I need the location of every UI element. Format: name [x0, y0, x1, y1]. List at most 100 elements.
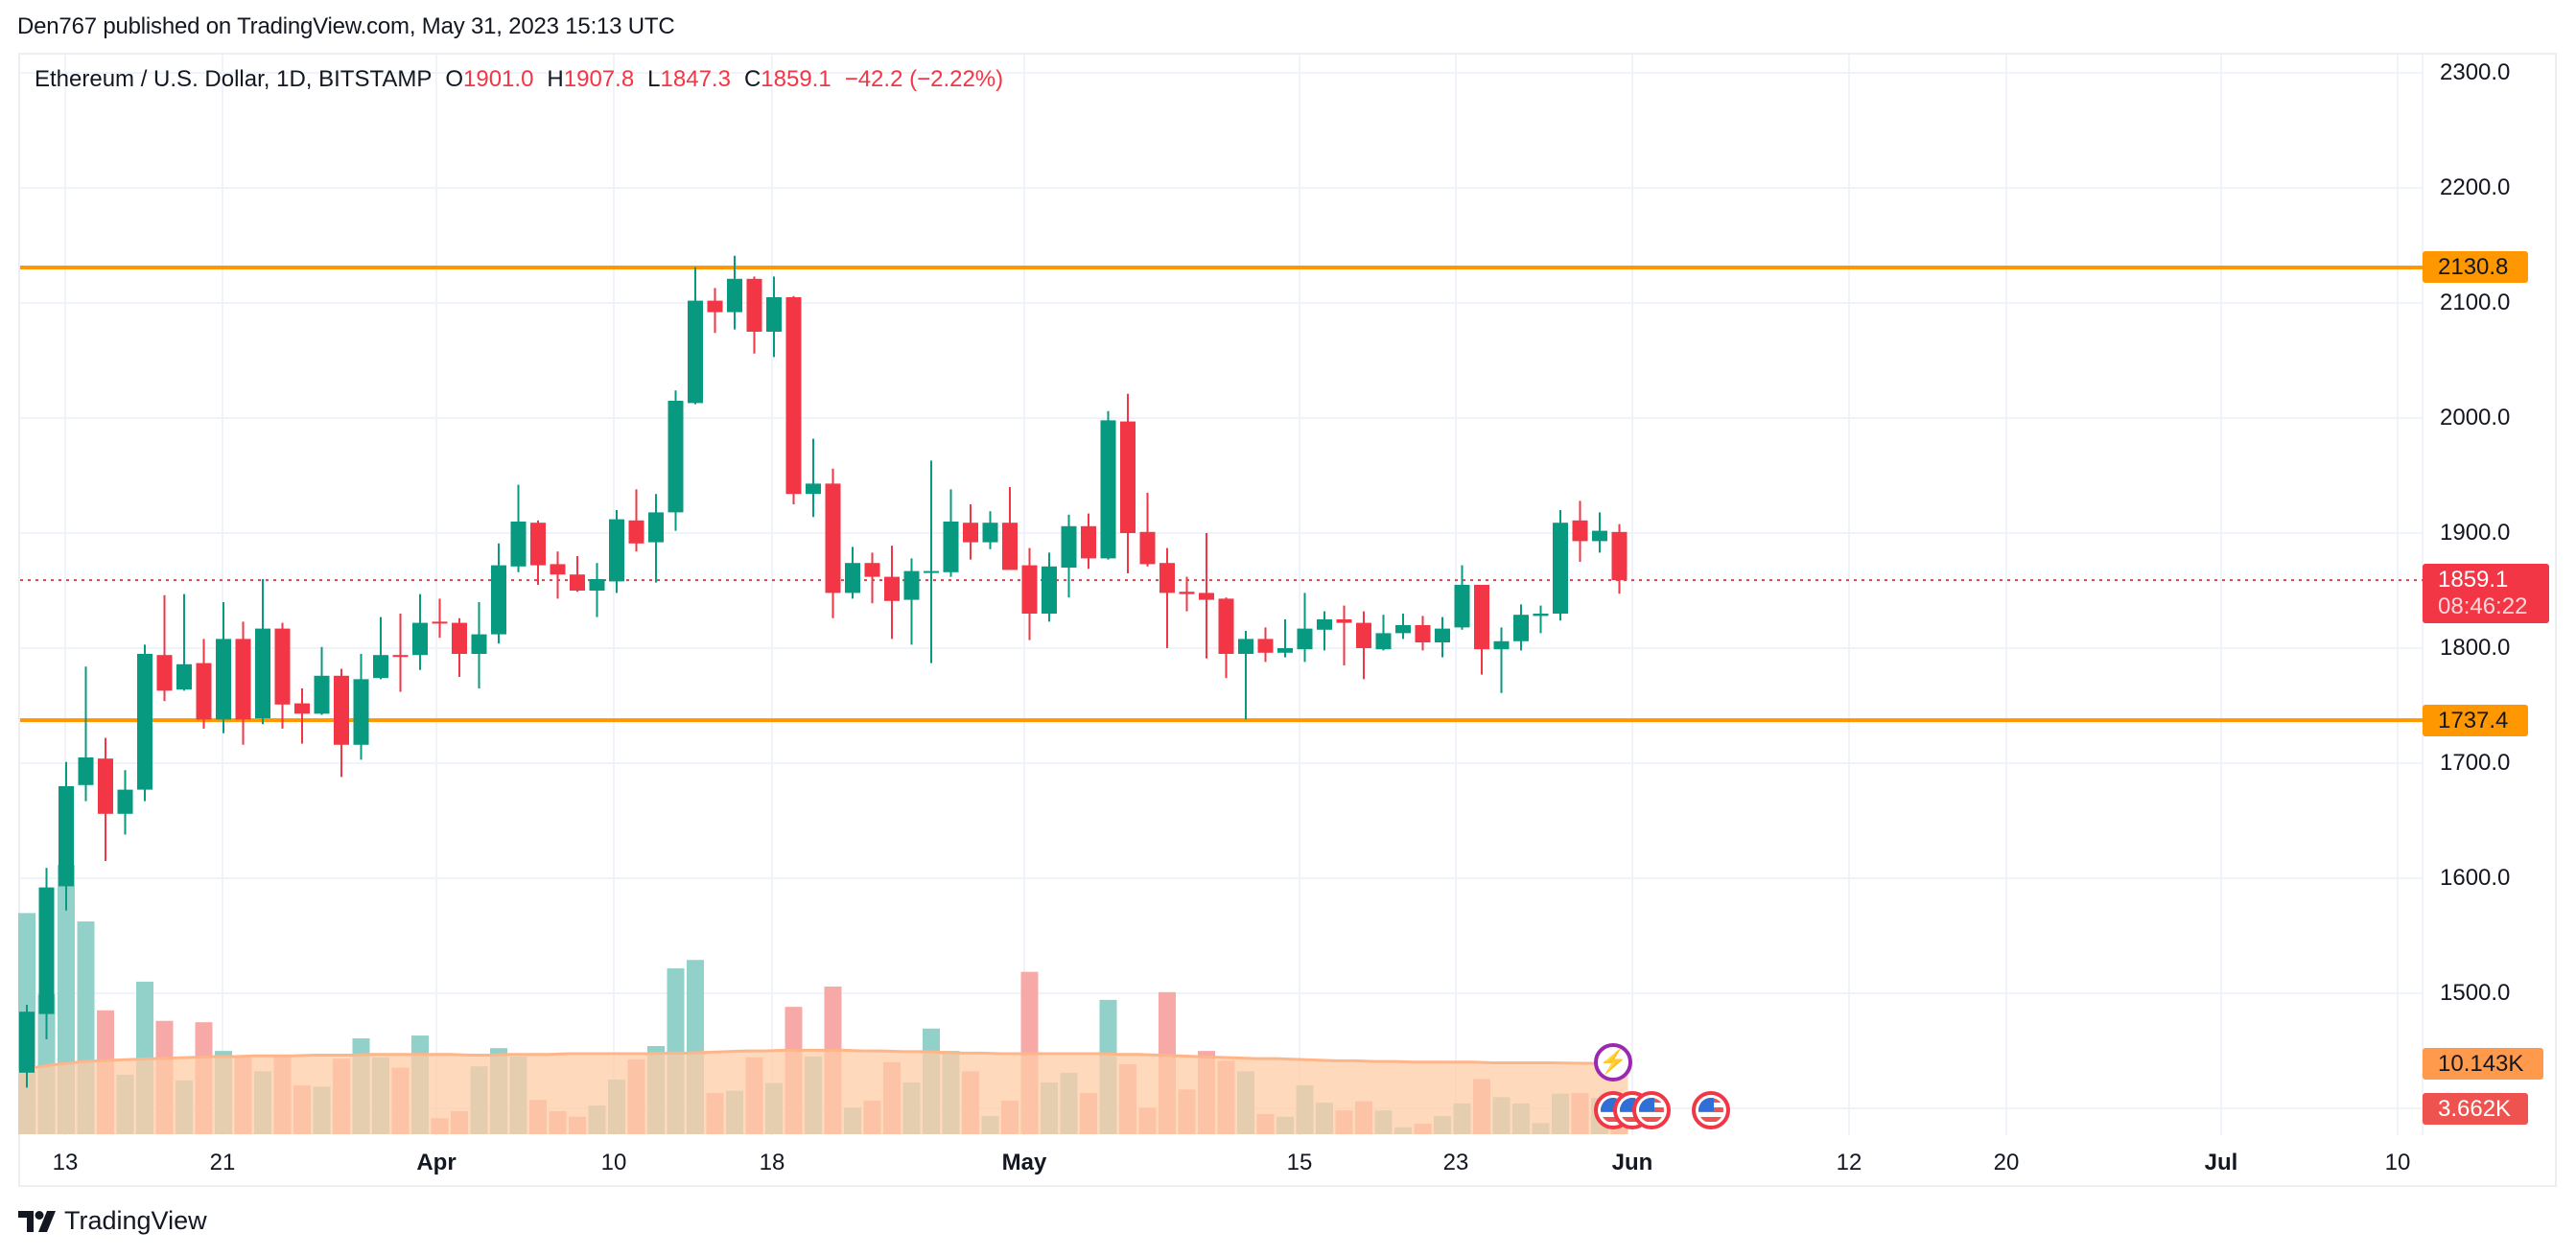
candle-body [1454, 585, 1470, 628]
candle-body [432, 621, 448, 624]
candle-body [1061, 525, 1077, 568]
lightning-icon[interactable]: ⚡ [1594, 1043, 1632, 1082]
time-axis-label: Apr [416, 1150, 457, 1175]
close-value: 1859.1 [761, 66, 831, 92]
candle-body [78, 757, 94, 785]
candle-body [491, 565, 506, 635]
candle-body [589, 579, 605, 591]
resistance-level-tag: 2130.8 [2423, 251, 2528, 283]
candle-body [38, 887, 55, 1014]
us-flag-icon[interactable] [1692, 1091, 1730, 1129]
candle-body [903, 570, 920, 600]
candle-body [1042, 566, 1057, 614]
publisher-caption: Den767 published on TradingView.com, May… [17, 13, 675, 39]
candle-body [1159, 563, 1175, 593]
time-axis-label: 20 [1993, 1150, 2020, 1175]
candle-body [1297, 628, 1313, 650]
change-value: −42.2 (−2.22%) [844, 66, 1004, 92]
candle-body [550, 564, 566, 575]
candle-body [609, 519, 624, 582]
open-value: 1901.0 [463, 66, 534, 92]
high-label: H [547, 66, 564, 92]
candle-body [334, 675, 349, 745]
volume-ma-line [17, 1048, 1611, 1072]
candle-body [864, 563, 880, 577]
price-axis-label: 1900.0 [2440, 520, 2511, 546]
candle-body [1375, 633, 1392, 650]
candle-body [1553, 523, 1568, 614]
candle-body [943, 522, 959, 572]
candle-body [667, 401, 684, 513]
candle-body [1336, 619, 1352, 623]
bar-countdown: 08:46:22 [2438, 593, 2528, 619]
candle-body [688, 300, 703, 404]
candle-body [963, 523, 978, 543]
us-flag-icon[interactable] [1632, 1091, 1671, 1129]
candle-body [19, 1012, 35, 1073]
candle-body [452, 622, 467, 654]
last-price-tag: 1859.1 08:46:22 [2423, 564, 2549, 623]
candle-body [1120, 421, 1136, 533]
low-label: L [647, 66, 661, 92]
candle-body [1081, 525, 1096, 559]
candle-body [373, 655, 388, 679]
candle-body [806, 483, 821, 495]
candle-body [1218, 598, 1234, 654]
tradingview-logo-icon [18, 1210, 56, 1232]
candle-body [59, 786, 74, 887]
candle-body [1572, 520, 1588, 542]
time-axis-label: Jul [2204, 1150, 2238, 1175]
candle-body [1513, 615, 1529, 641]
candle-body [353, 679, 369, 745]
time-axis-label: May [1001, 1150, 1047, 1175]
support-level-tag: 1737.4 [2423, 705, 2528, 736]
candle-body [884, 576, 900, 601]
candle-body [392, 655, 409, 658]
candle-body [412, 622, 428, 656]
price-axis-label: 1800.0 [2440, 635, 2511, 661]
candle-body [785, 297, 802, 495]
candle-body [1533, 614, 1549, 616]
candle-body [570, 574, 585, 591]
candle-body [766, 297, 782, 332]
price-axis-label: 2200.0 [2440, 174, 2511, 200]
open-label: O [445, 66, 464, 92]
candle-body [1356, 622, 1371, 648]
symbol-title: Ethereum / U.S. Dollar, 1D, BITSTAMP [35, 66, 433, 92]
brand-name: TradingView [64, 1206, 207, 1235]
candle-body [530, 523, 546, 566]
volume-tag: 3.662K [2423, 1093, 2528, 1125]
candle-body [1100, 420, 1116, 559]
candle-body [1493, 640, 1510, 650]
time-axis-label: 10 [2384, 1150, 2411, 1175]
candle-body [255, 628, 270, 719]
candle-body [707, 300, 723, 313]
time-axis-label: 10 [600, 1150, 627, 1175]
tradingview-footer[interactable]: TradingView [18, 1206, 207, 1236]
candle-body [510, 522, 527, 567]
candle-body [117, 789, 133, 814]
candle-body [471, 634, 487, 654]
candle-body [1415, 625, 1431, 642]
candle-body [1277, 648, 1293, 653]
candle-body [845, 563, 860, 593]
time-axis-label: 15 [1286, 1150, 1313, 1175]
candle-body [314, 675, 330, 714]
time-axis-label: 13 [52, 1150, 79, 1175]
candle-body [727, 278, 742, 313]
price-axis-label: 2300.0 [2440, 59, 2511, 85]
price-axis-label: 1500.0 [2440, 980, 2511, 1006]
price-axis-label: 2100.0 [2440, 290, 2511, 315]
candle-body [196, 663, 212, 720]
high-value: 1907.8 [563, 66, 635, 92]
candle-body [1002, 523, 1018, 570]
candle-body [1474, 585, 1489, 650]
candle-body [1435, 628, 1450, 642]
candle-body [1611, 531, 1628, 581]
price-axis-label: 2000.0 [2440, 405, 2511, 430]
candle-body [1139, 531, 1156, 565]
candle-body [1238, 639, 1253, 654]
candle-body [1179, 592, 1195, 594]
candle-body [825, 483, 841, 593]
